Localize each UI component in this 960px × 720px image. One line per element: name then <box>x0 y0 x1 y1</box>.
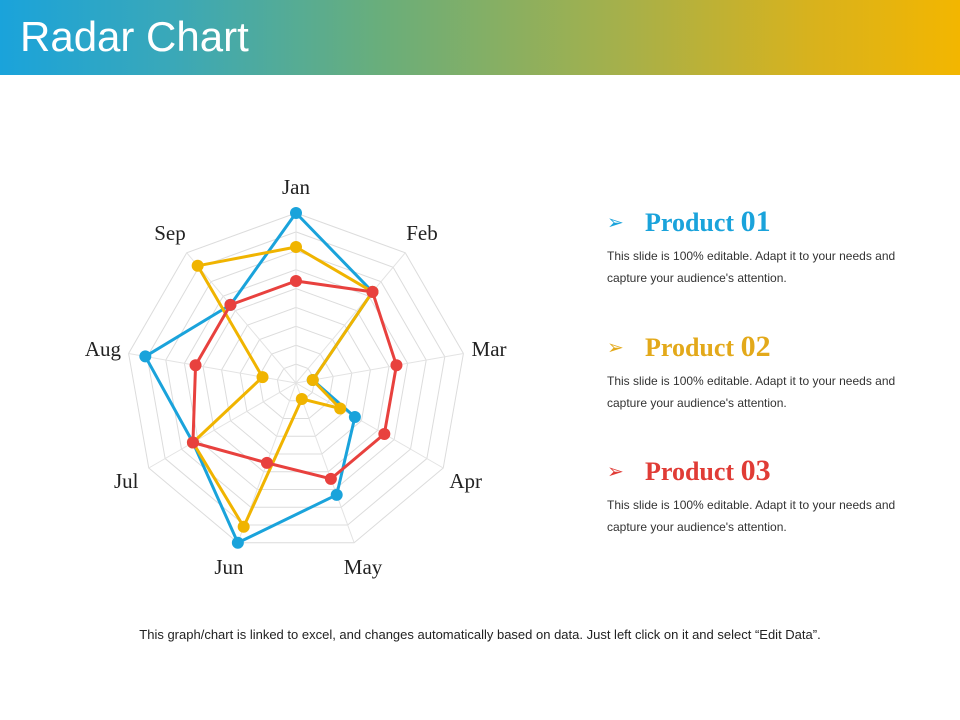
grid-ring <box>276 363 316 402</box>
axis-label-apr: Apr <box>449 469 482 493</box>
legend-title: Product 01 <box>645 205 771 238</box>
data-point-product-03-feb[interactable] <box>366 285 379 298</box>
grid-spoke <box>128 352 297 384</box>
page-title: Radar Chart <box>20 13 249 60</box>
data-point-product-01-apr[interactable] <box>348 411 361 423</box>
data-point-product-01-may[interactable] <box>330 488 343 501</box>
data-point-product-01-jun[interactable] <box>231 536 244 549</box>
legend-item-product-03: ➢ Product 03 This slide is 100% editable… <box>607 454 907 538</box>
grid-spoke <box>295 382 444 469</box>
grid-spoke <box>295 382 355 543</box>
legend-title: Product 02 <box>645 330 771 363</box>
title-banner: Radar Chart <box>0 0 960 75</box>
grid-spoke <box>295 352 464 384</box>
grid-ring <box>202 288 390 473</box>
data-point-product-03-sep[interactable] <box>224 298 237 311</box>
data-point-product-02-sep[interactable] <box>191 259 204 272</box>
data-point-product-02-jan[interactable] <box>290 241 302 253</box>
data-point-product-01-jan[interactable] <box>290 207 302 219</box>
legend-description: This slide is 100% editable. Adapt it to… <box>607 498 896 534</box>
axis-label-jan: Jan <box>282 175 310 199</box>
axis-label-mar: Mar <box>472 337 507 361</box>
grid-spoke <box>186 252 297 384</box>
data-point-product-03-jul[interactable] <box>186 436 199 449</box>
grid-ring <box>128 212 464 544</box>
data-point-product-03-mar[interactable] <box>390 359 403 372</box>
data-point-product-01-aug[interactable] <box>139 350 152 363</box>
grid-ring <box>165 250 427 508</box>
chevron-right-icon: ➢ <box>607 459 624 483</box>
grid-spoke <box>295 252 406 384</box>
legend-description: This slide is 100% editable. Adapt it to… <box>607 249 896 285</box>
axis-label-may: May <box>344 555 383 579</box>
chevron-right-icon: ➢ <box>607 210 624 234</box>
legend-item-product-01: ➢ Product 01 This slide is 100% editable… <box>607 205 907 289</box>
data-point-product-03-may[interactable] <box>324 472 337 485</box>
legend-title: Product 03 <box>645 454 771 487</box>
data-point-product-03-aug[interactable] <box>189 359 202 372</box>
grid-ring <box>258 344 334 419</box>
axis-label-sep: Sep <box>154 221 186 245</box>
data-point-product-02-apr[interactable] <box>334 402 347 415</box>
legend-description: This slide is 100% editable. Adapt it to… <box>607 374 896 410</box>
grid-ring <box>183 269 409 490</box>
grid-ring <box>221 306 371 455</box>
data-point-product-02-aug[interactable] <box>256 371 269 384</box>
grid-ring <box>146 231 446 526</box>
axis-label-aug: Aug <box>85 337 122 361</box>
footer-note: This graph/chart is linked to excel, and… <box>139 627 821 642</box>
chevron-right-icon: ➢ <box>607 335 624 359</box>
legend-item-product-02: ➢ Product 02 This slide is 100% editable… <box>607 330 907 414</box>
data-point-product-03-jun[interactable] <box>260 456 273 469</box>
axis-label-jun: Jun <box>214 555 244 579</box>
data-point-product-02-mar[interactable] <box>306 374 319 387</box>
data-point-product-02-may[interactable] <box>295 392 308 405</box>
series-line-product-03[interactable] <box>191 279 398 481</box>
data-point-product-03-jan[interactable] <box>290 275 302 287</box>
axis-label-jul: Jul <box>114 469 139 493</box>
data-point-product-02-jun[interactable] <box>237 520 250 533</box>
axis-label-feb: Feb <box>406 221 438 245</box>
grid-spoke <box>148 382 297 469</box>
data-point-product-03-apr[interactable] <box>378 428 391 440</box>
